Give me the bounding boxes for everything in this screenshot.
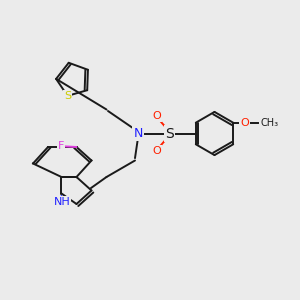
Text: N: N	[133, 127, 143, 140]
Text: NH: NH	[54, 197, 70, 207]
Text: S: S	[64, 91, 71, 101]
Text: F: F	[58, 141, 64, 152]
Text: S: S	[165, 127, 174, 140]
Text: CH₃: CH₃	[261, 118, 279, 128]
Text: O: O	[152, 146, 161, 156]
Text: O: O	[152, 111, 161, 121]
Text: O: O	[240, 118, 249, 128]
